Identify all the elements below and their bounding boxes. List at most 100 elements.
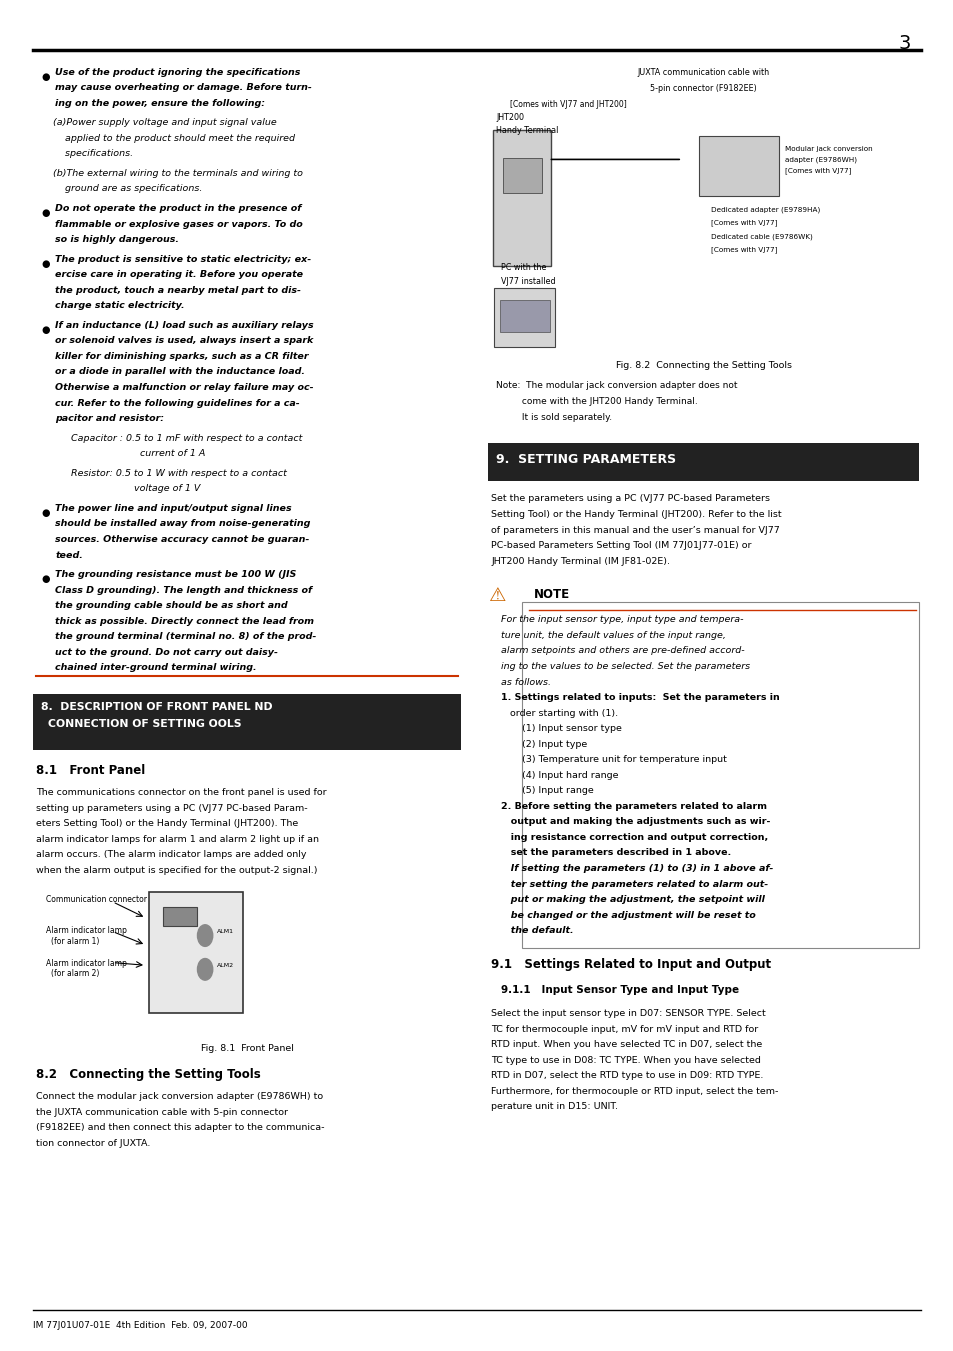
FancyBboxPatch shape bbox=[149, 892, 243, 1012]
FancyBboxPatch shape bbox=[494, 288, 555, 347]
Text: If setting the parameters (1) to (3) in 1 above af-: If setting the parameters (1) to (3) in … bbox=[500, 865, 773, 873]
Text: sources. Otherwise accuracy cannot be guaran-: sources. Otherwise accuracy cannot be gu… bbox=[55, 535, 310, 544]
Text: teed.: teed. bbox=[55, 550, 83, 559]
FancyBboxPatch shape bbox=[499, 300, 549, 332]
Text: TC for thermocouple input, mV for mV input and RTD for: TC for thermocouple input, mV for mV inp… bbox=[491, 1025, 758, 1034]
Text: If an inductance (L) load such as auxiliary relays: If an inductance (L) load such as auxili… bbox=[55, 320, 314, 330]
Text: or solenoid valves is used, always insert a spark: or solenoid valves is used, always inser… bbox=[55, 336, 314, 346]
Text: Alarm indicator lamp: Alarm indicator lamp bbox=[46, 958, 127, 967]
Text: 9.  SETTING PARAMETERS: 9. SETTING PARAMETERS bbox=[496, 453, 676, 466]
FancyBboxPatch shape bbox=[502, 158, 541, 193]
Text: 3: 3 bbox=[898, 34, 910, 53]
Text: the ground terminal (terminal no. 8) of the prod-: the ground terminal (terminal no. 8) of … bbox=[55, 632, 316, 642]
Text: chained inter-ground terminal wiring.: chained inter-ground terminal wiring. bbox=[55, 663, 256, 673]
Text: Dedicated adapter (E9789HA): Dedicated adapter (E9789HA) bbox=[710, 207, 820, 213]
Text: RTD in D07, select the RTD type to use in D09: RTD TYPE.: RTD in D07, select the RTD type to use i… bbox=[491, 1071, 763, 1081]
Text: Do not operate the product in the presence of: Do not operate the product in the presen… bbox=[55, 204, 301, 213]
Text: PC-based Parameters Setting Tool (IM 77J01J77-01E) or: PC-based Parameters Setting Tool (IM 77J… bbox=[491, 542, 751, 550]
Text: ●: ● bbox=[41, 208, 50, 218]
Text: ground are as specifications.: ground are as specifications. bbox=[53, 184, 203, 193]
Text: TC type to use in D08: TC TYPE. When you have selected: TC type to use in D08: TC TYPE. When you… bbox=[491, 1056, 760, 1065]
Text: JUXTA communication cable with: JUXTA communication cable with bbox=[637, 68, 769, 77]
Text: ercise care in operating it. Before you operate: ercise care in operating it. Before you … bbox=[55, 270, 303, 280]
Text: when the alarm output is specified for the output-2 signal.): when the alarm output is specified for t… bbox=[36, 866, 317, 875]
Text: PC with the: PC with the bbox=[500, 263, 546, 273]
Text: specifications.: specifications. bbox=[53, 149, 133, 158]
Text: adapter (E9786WH): adapter (E9786WH) bbox=[784, 157, 856, 163]
Text: voltage of 1 V: voltage of 1 V bbox=[53, 484, 200, 493]
Text: 5-pin connector (F9182EE): 5-pin connector (F9182EE) bbox=[650, 84, 756, 93]
FancyBboxPatch shape bbox=[163, 907, 197, 925]
Text: (F9182EE) and then connect this adapter to the communica-: (F9182EE) and then connect this adapter … bbox=[36, 1123, 324, 1132]
Text: pacitor and resistor:: pacitor and resistor: bbox=[55, 413, 164, 423]
Text: so is highly dangerous.: so is highly dangerous. bbox=[55, 235, 179, 245]
Text: uct to the ground. Do not carry out daisy-: uct to the ground. Do not carry out dais… bbox=[55, 647, 278, 657]
Text: ●: ● bbox=[41, 574, 50, 584]
Text: ●: ● bbox=[41, 258, 50, 269]
FancyBboxPatch shape bbox=[699, 136, 779, 196]
Text: setting up parameters using a PC (VJ77 PC-based Param-: setting up parameters using a PC (VJ77 P… bbox=[36, 804, 308, 813]
Text: charge static electricity.: charge static electricity. bbox=[55, 301, 185, 311]
Text: CONNECTION OF SETTING OOLS: CONNECTION OF SETTING OOLS bbox=[48, 719, 241, 730]
Text: Furthermore, for thermocouple or RTD input, select the tem-: Furthermore, for thermocouple or RTD inp… bbox=[491, 1088, 778, 1096]
Text: (5) Input range: (5) Input range bbox=[500, 786, 593, 796]
FancyBboxPatch shape bbox=[493, 130, 551, 266]
Text: Capacitor : 0.5 to 1 mF with respect to a contact: Capacitor : 0.5 to 1 mF with respect to … bbox=[53, 434, 302, 443]
Text: For the input sensor type, input type and tempera-: For the input sensor type, input type an… bbox=[500, 616, 742, 624]
Text: Class D grounding). The length and thickness of: Class D grounding). The length and thick… bbox=[55, 585, 313, 594]
Text: (b)The external wiring to the terminals and wiring to: (b)The external wiring to the terminals … bbox=[53, 169, 303, 178]
FancyBboxPatch shape bbox=[488, 443, 918, 481]
Text: Communication connector: Communication connector bbox=[46, 894, 147, 904]
Text: (4) Input hard range: (4) Input hard range bbox=[500, 771, 618, 780]
Text: Fig. 8.1  Front Panel: Fig. 8.1 Front Panel bbox=[200, 1043, 294, 1052]
Text: 1. Settings related to inputs:  Set the parameters in: 1. Settings related to inputs: Set the p… bbox=[500, 693, 779, 703]
Text: perature unit in D15: UNIT.: perature unit in D15: UNIT. bbox=[491, 1102, 618, 1112]
Text: tion connector of JUXTA.: tion connector of JUXTA. bbox=[36, 1139, 151, 1148]
Text: Select the input sensor type in D07: SENSOR TYPE. Select: Select the input sensor type in D07: SEN… bbox=[491, 1009, 765, 1019]
Text: Otherwise a malfunction or relay failure may oc-: Otherwise a malfunction or relay failure… bbox=[55, 382, 314, 392]
Text: ing on the power, ensure the following:: ing on the power, ensure the following: bbox=[55, 99, 265, 108]
Text: The communications connector on the front panel is used for: The communications connector on the fron… bbox=[36, 788, 327, 797]
Text: 8.  DESCRIPTION OF FRONT PANEL ND: 8. DESCRIPTION OF FRONT PANEL ND bbox=[41, 701, 273, 712]
Text: ing to the values to be selected. Set the parameters: ing to the values to be selected. Set th… bbox=[500, 662, 749, 671]
Text: 8.1   Front Panel: 8.1 Front Panel bbox=[36, 763, 146, 777]
Text: cur. Refer to the following guidelines for a ca-: cur. Refer to the following guidelines f… bbox=[55, 399, 300, 408]
Text: as follows.: as follows. bbox=[500, 678, 550, 686]
Text: ●: ● bbox=[41, 508, 50, 517]
Text: [Comes with VJ77]: [Comes with VJ77] bbox=[710, 246, 777, 253]
Text: Resistor: 0.5 to 1 W with respect to a contact: Resistor: 0.5 to 1 W with respect to a c… bbox=[53, 469, 287, 478]
Text: eters Setting Tool) or the Handy Terminal (JHT200). The: eters Setting Tool) or the Handy Termina… bbox=[36, 819, 298, 828]
Text: 9.1   Settings Related to Input and Output: 9.1 Settings Related to Input and Output bbox=[491, 958, 771, 971]
Text: (1) Input sensor type: (1) Input sensor type bbox=[500, 724, 621, 734]
Text: [Comes with VJ77]: [Comes with VJ77] bbox=[784, 168, 851, 174]
Text: alarm indicator lamps for alarm 1 and alarm 2 light up if an: alarm indicator lamps for alarm 1 and al… bbox=[36, 835, 319, 844]
Text: 2. Before setting the parameters related to alarm: 2. Before setting the parameters related… bbox=[500, 802, 766, 811]
Text: killer for diminishing sparks, such as a CR filter: killer for diminishing sparks, such as a… bbox=[55, 351, 309, 361]
Text: Dedicated cable (E9786WK): Dedicated cable (E9786WK) bbox=[710, 234, 812, 240]
Text: of parameters in this manual and the user’s manual for VJ77: of parameters in this manual and the use… bbox=[491, 526, 780, 535]
Text: flammable or explosive gases or vapors. To do: flammable or explosive gases or vapors. … bbox=[55, 219, 303, 228]
Text: Use of the product ignoring the specifications: Use of the product ignoring the specific… bbox=[55, 68, 300, 77]
Text: VJ77 installed: VJ77 installed bbox=[500, 277, 555, 286]
Text: Set the parameters using a PC (VJ77 PC-based Parameters: Set the parameters using a PC (VJ77 PC-b… bbox=[491, 494, 769, 504]
Text: come with the JHT200 Handy Terminal.: come with the JHT200 Handy Terminal. bbox=[496, 397, 697, 407]
Text: Note:  The modular jack conversion adapter does not: Note: The modular jack conversion adapte… bbox=[496, 381, 737, 390]
Text: set the parameters described in 1 above.: set the parameters described in 1 above. bbox=[500, 848, 730, 858]
Text: put or making the adjustment, the setpoint will: put or making the adjustment, the setpoi… bbox=[500, 896, 764, 904]
Text: (for alarm 2): (for alarm 2) bbox=[51, 969, 99, 978]
Text: ●: ● bbox=[41, 324, 50, 335]
Text: IM 77J01U07-01E  4th Edition  Feb. 09, 2007-00: IM 77J01U07-01E 4th Edition Feb. 09, 200… bbox=[33, 1321, 248, 1331]
Text: output and making the adjustments such as wir-: output and making the adjustments such a… bbox=[500, 817, 769, 827]
Circle shape bbox=[197, 924, 213, 946]
Text: ALM1: ALM1 bbox=[216, 929, 233, 934]
Text: the default.: the default. bbox=[500, 927, 573, 935]
Text: NOTE: NOTE bbox=[534, 589, 570, 601]
Text: (for alarm 1): (for alarm 1) bbox=[51, 936, 99, 946]
Circle shape bbox=[197, 958, 213, 979]
Text: the JUXTA communication cable with 5-pin connector: the JUXTA communication cable with 5-pin… bbox=[36, 1108, 288, 1117]
Text: ALM2: ALM2 bbox=[216, 963, 233, 967]
Text: Handy Terminal: Handy Terminal bbox=[496, 126, 558, 135]
Text: JHT200: JHT200 bbox=[496, 113, 523, 123]
Text: RTD input. When you have selected TC in D07, select the: RTD input. When you have selected TC in … bbox=[491, 1040, 761, 1050]
Text: ⚠: ⚠ bbox=[489, 586, 506, 605]
